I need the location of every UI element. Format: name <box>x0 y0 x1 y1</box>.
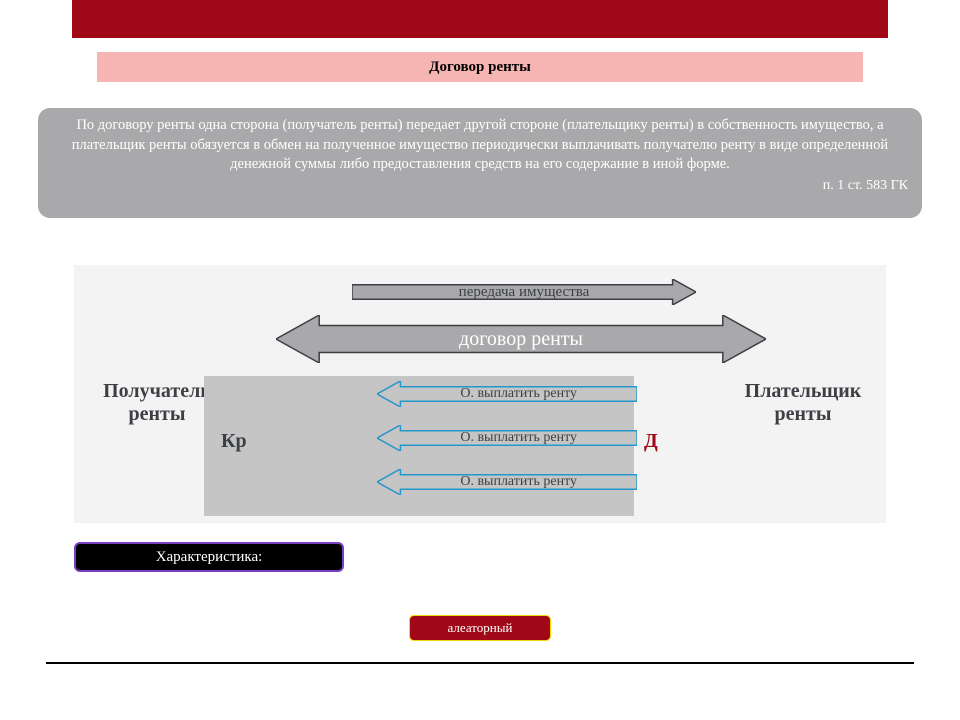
characteristic-box: Характеристика: <box>74 542 344 572</box>
bottom-rule <box>46 662 914 664</box>
arrow-shape <box>377 381 637 407</box>
tag-text: алеаторный <box>448 620 513 636</box>
transfer-arrow: передача имущества <box>352 279 696 305</box>
d-label: Д <box>644 430 658 453</box>
party-right: Плательщик ренты <box>728 380 878 426</box>
characteristic-label: Характеристика: <box>156 549 263 566</box>
arrow-shape <box>377 469 637 495</box>
tag-aleatory: алеаторный <box>409 615 551 641</box>
kr-label: Кр <box>221 430 247 453</box>
definition-citation: п. 1 ст. 583 ГК <box>52 177 908 196</box>
top-red-bar <box>72 0 888 38</box>
obligation-arrow: О. выплатить ренту <box>377 381 637 407</box>
definition-box: По договору ренты одна сторона (получате… <box>38 108 922 218</box>
diagram-panel: Получатель ренты Плательщик ренты Кр Д п… <box>74 265 886 523</box>
title-text: Договор ренты <box>429 59 531 76</box>
arrow-shape <box>276 315 766 363</box>
contract-arrow: договор ренты <box>276 315 766 363</box>
arrow-shape <box>377 425 637 451</box>
arrow-shape <box>352 279 696 305</box>
obligation-arrow: О. выплатить ренту <box>377 469 637 495</box>
title-bar: Договор ренты <box>97 52 863 82</box>
obligation-arrow: О. выплатить ренту <box>377 425 637 451</box>
definition-text: По договору ренты одна сторона (получате… <box>52 116 908 175</box>
